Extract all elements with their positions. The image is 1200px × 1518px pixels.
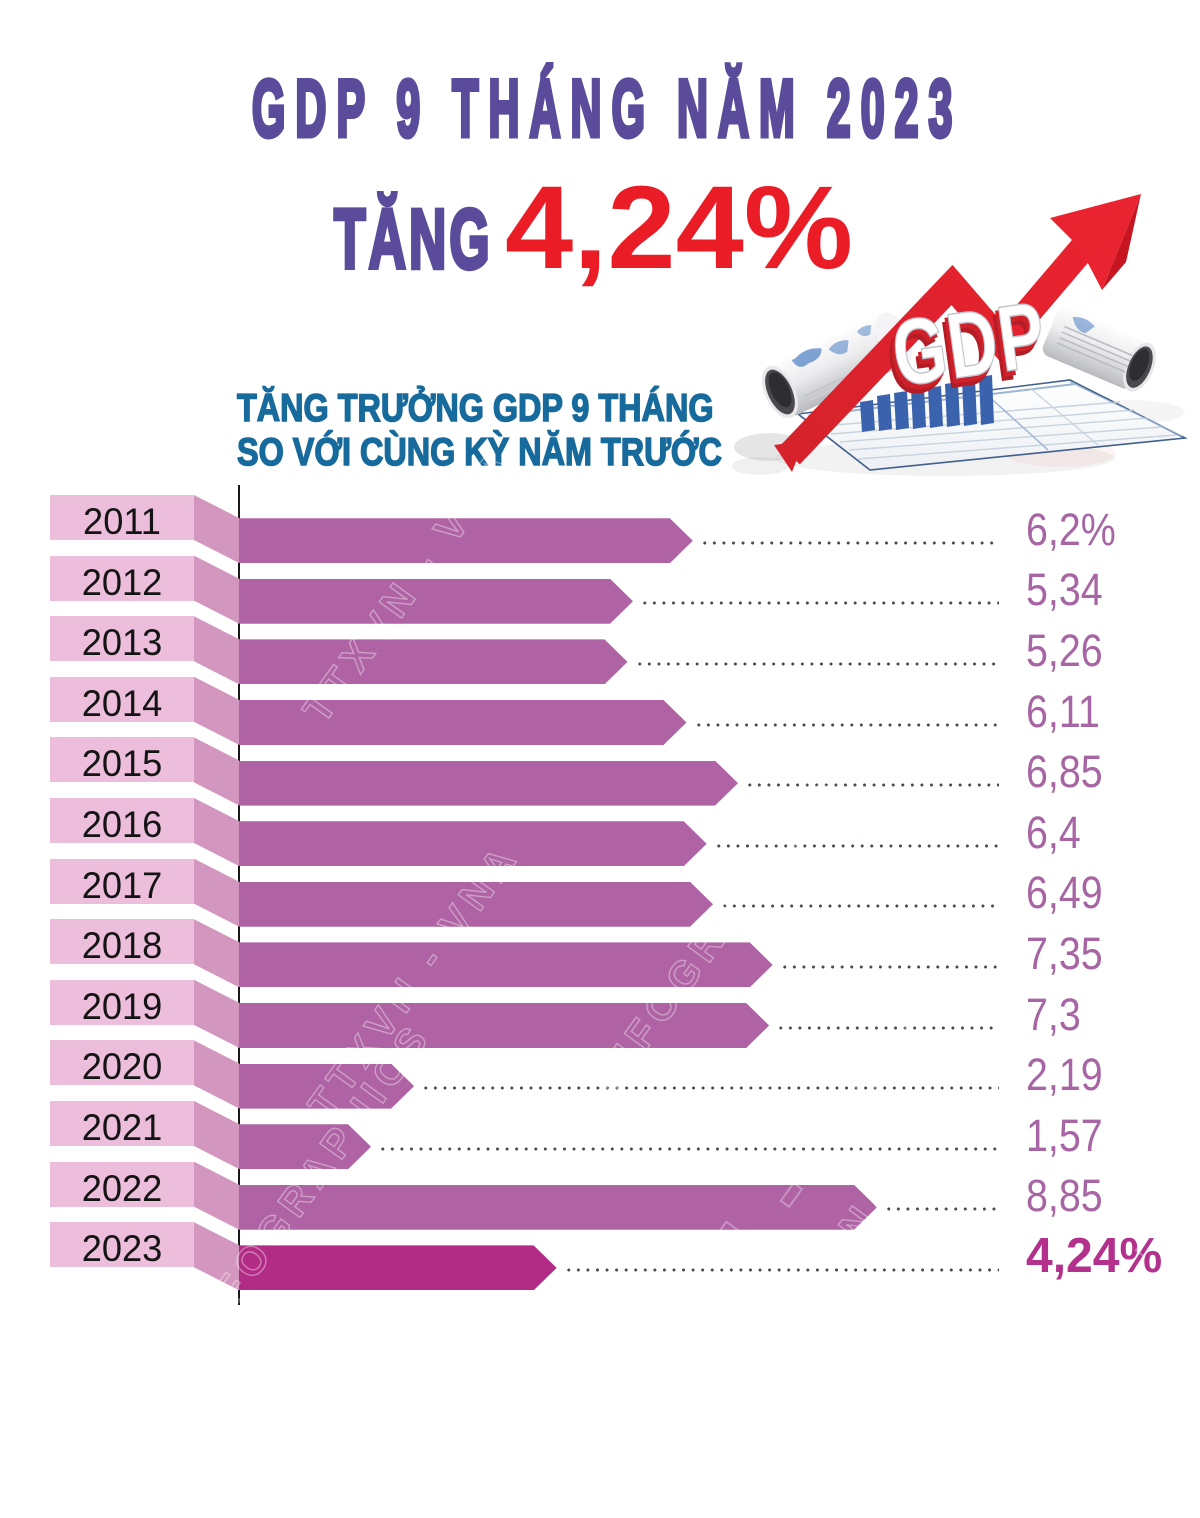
svg-text:GDP: GDP <box>884 287 1050 411</box>
svg-text:GDP: GDP <box>886 283 1052 407</box>
svg-text:GDP: GDP <box>881 291 1047 415</box>
